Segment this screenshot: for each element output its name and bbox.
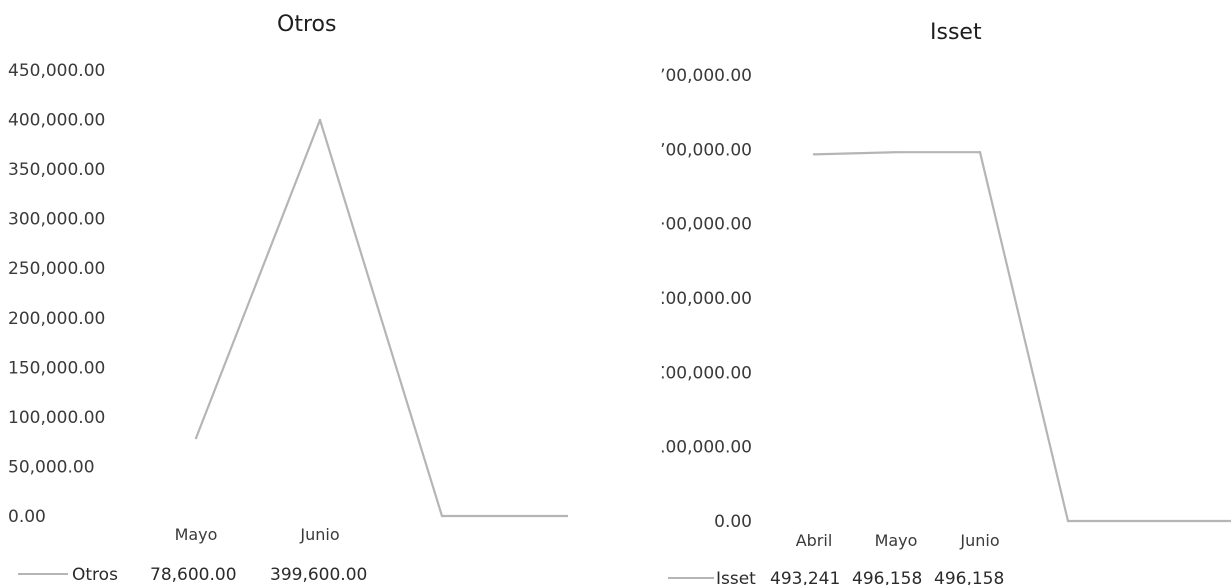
y-tick-label: ⁚00,000.00	[660, 289, 752, 309]
data-table-value: 496,158	[852, 569, 922, 585]
y-tick-label: 450,000.00	[8, 61, 105, 81]
data-point	[194, 436, 198, 440]
y-tick-label: 50,000.00	[8, 457, 95, 477]
x-category-label: Junio	[959, 531, 999, 550]
y-tick-label: ʼ00,000.00	[660, 66, 752, 86]
y-tick-label: 0.00	[8, 507, 46, 527]
x-category-label: Mayo	[175, 525, 218, 544]
series-line-isset	[813, 151, 1231, 523]
data-table-value: 496,158	[934, 569, 1004, 585]
x-category-label: Abril	[796, 531, 833, 550]
y-tick-label: .00,000.00	[660, 438, 752, 458]
series-line-otros	[194, 118, 568, 518]
y-tick-label: ʼ00,000.00	[660, 140, 752, 160]
data-table-value: 78,600.00	[150, 565, 237, 585]
y-tick-label: 400,000.00	[8, 111, 105, 131]
y-tick-label: 350,000.00	[8, 160, 105, 180]
chart-title-otros: Otros	[277, 12, 337, 37]
y-tick-label: 250,000.00	[8, 259, 105, 279]
data-point	[978, 150, 982, 154]
y-tick-label: 150,000.00	[8, 358, 105, 378]
y-tick-label: ·00,000.00	[660, 215, 752, 235]
data-point	[318, 118, 322, 122]
legend-series-name: Isset	[716, 569, 756, 585]
y-tick-label: ⁚00,000.00	[660, 363, 752, 383]
x-category-label: Junio	[299, 525, 339, 544]
data-point	[440, 514, 444, 518]
data-point	[894, 150, 898, 154]
chart-title-isset: Isset	[930, 20, 982, 45]
data-table-value: 493,241	[770, 569, 840, 585]
data-table-value: 399,600.00	[270, 565, 367, 585]
y-tick-label: 200,000.00	[8, 309, 105, 329]
y-tick-label: 300,000.00	[8, 210, 105, 230]
y-tick-label: 100,000.00	[8, 408, 105, 428]
data-point	[812, 153, 816, 156]
data-point	[1066, 519, 1070, 523]
y-tick-label: 0.00	[714, 512, 752, 532]
x-category-label: Mayo	[875, 531, 918, 550]
legend-series-name: Otros	[72, 565, 118, 585]
